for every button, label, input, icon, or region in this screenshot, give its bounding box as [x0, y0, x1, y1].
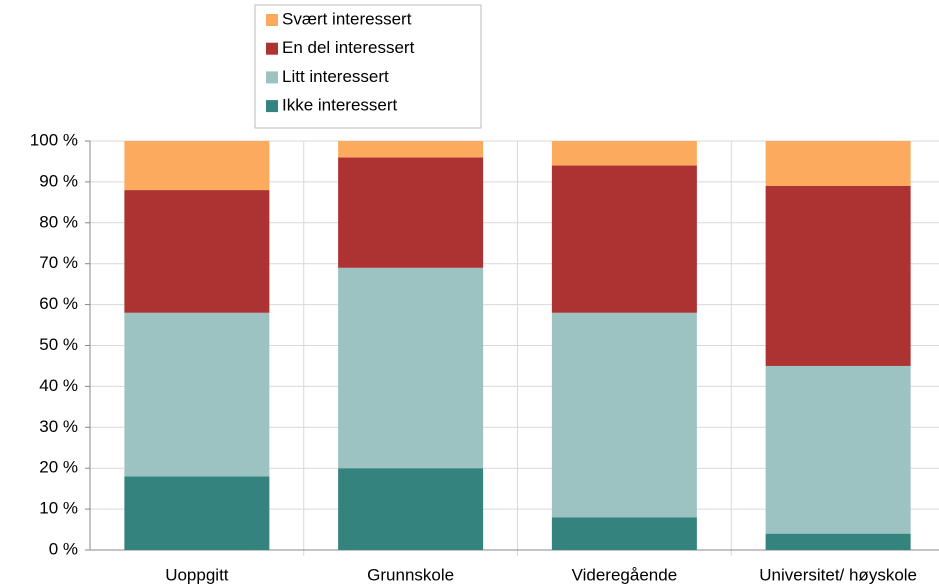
bar-segment — [124, 476, 270, 550]
legend-swatch — [266, 42, 278, 55]
y-tick-label: 80 % — [39, 212, 78, 231]
y-tick-label: 70 % — [39, 253, 78, 272]
y-tick-label: 40 % — [39, 376, 78, 395]
x-tick-label: Grunnskole — [367, 565, 454, 584]
x-tick-label: Universitet/ høyskole — [759, 565, 917, 584]
y-tick-label: 0 % — [49, 539, 78, 558]
y-tick-label: 10 % — [39, 499, 78, 518]
bar-segment — [338, 267, 484, 469]
bar-segment — [551, 517, 697, 550]
legend-label: Ikke interessert — [282, 96, 398, 115]
y-tick-label: 100 % — [30, 130, 78, 149]
bar-segment — [338, 141, 484, 158]
bar-segment — [124, 190, 270, 313]
bar-segment — [338, 157, 484, 268]
bar-segment — [765, 185, 911, 366]
bar-segment — [551, 165, 697, 313]
y-tick-label: 30 % — [39, 417, 78, 436]
y-tick-label: 20 % — [39, 458, 78, 477]
legend-swatch — [266, 100, 278, 113]
bar-segment — [765, 533, 911, 550]
bar-segment — [338, 468, 484, 550]
legend-swatch — [266, 14, 278, 26]
bar-segment — [765, 141, 911, 186]
legend-label: En del interessert — [282, 38, 415, 57]
legend-box — [254, 4, 482, 129]
y-tick-label: 90 % — [39, 171, 78, 190]
y-tick-label: 50 % — [39, 335, 78, 354]
legend-label: Litt interessert — [282, 67, 389, 86]
bar-segment — [551, 141, 697, 166]
legend-label: Svært interessert — [282, 9, 412, 28]
x-tick-label: Uoppgitt — [165, 565, 229, 584]
legend-swatch — [266, 71, 278, 84]
bar-segment — [124, 141, 270, 191]
y-tick-label: 60 % — [39, 294, 78, 313]
bar-segment — [551, 312, 697, 518]
x-tick-label: Videregående — [572, 565, 678, 584]
bar-segment — [124, 312, 270, 477]
bar-segment — [765, 365, 911, 534]
